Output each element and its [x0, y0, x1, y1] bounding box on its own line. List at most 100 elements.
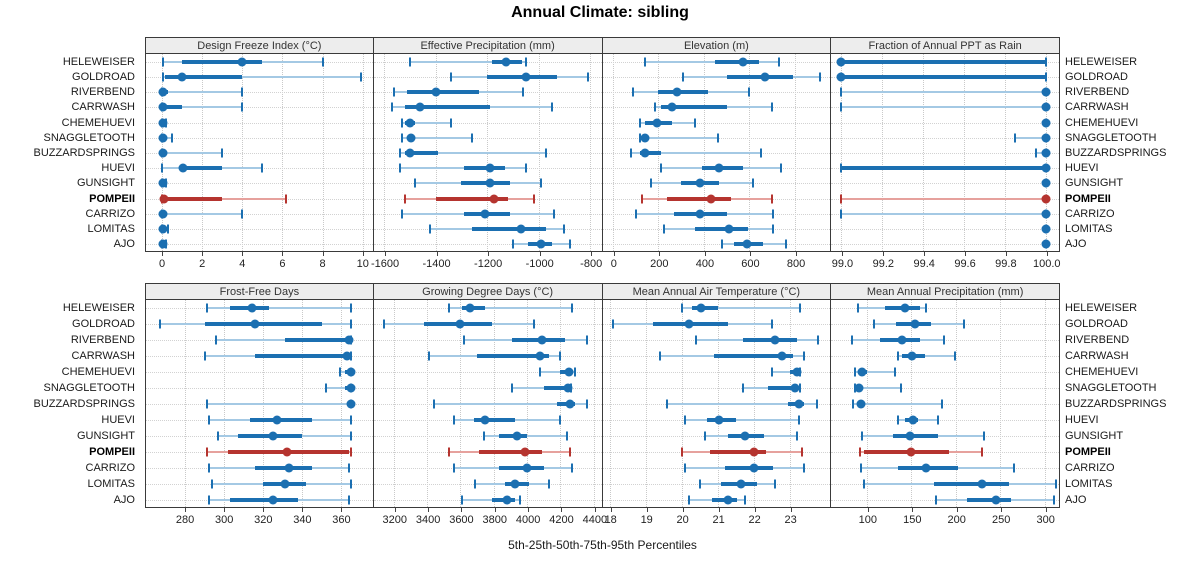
site-label-riverbend: RIVERBEND — [1065, 334, 1130, 346]
whisker-cap — [162, 72, 165, 82]
site-label-pompeii: POMPEII — [89, 446, 135, 458]
gridline-horizontal — [146, 229, 373, 231]
median-dot — [749, 447, 759, 457]
median-dot — [501, 57, 511, 67]
site-label-ajo: AJO — [113, 238, 135, 251]
whisker-cap — [863, 479, 866, 489]
site-label-snaggletooth: SNAGGLETOOTH — [43, 382, 135, 394]
whisker-cap — [324, 383, 327, 393]
x-tick-mark — [341, 508, 343, 512]
median-dot — [563, 383, 573, 393]
box-25-75 — [658, 90, 709, 95]
median-dot — [991, 495, 1001, 505]
median-dot — [537, 335, 547, 345]
median-dot — [1041, 148, 1051, 158]
site-label-column-right: HELEWEISER GOLDROAD RIVERBEND CARRWASH CHEME… — [1061, 283, 1200, 508]
site-label-lomitas: LOMITAS — [87, 478, 135, 490]
median-dot — [1041, 102, 1051, 112]
median-dot — [742, 239, 752, 249]
gridline-vertical — [923, 54, 925, 251]
whisker-5-95 — [855, 387, 902, 389]
x-tick-mark — [796, 252, 798, 256]
x-tick-mark — [956, 508, 958, 512]
whisker-cap — [743, 495, 746, 505]
site-label-heleweiser: HELEWEISER — [62, 55, 135, 68]
median-dot — [158, 133, 168, 143]
x-tick-label: 99.2 — [872, 258, 895, 270]
whisker-cap — [167, 224, 170, 234]
whisker-cap — [634, 209, 637, 219]
box-25-75 — [864, 450, 949, 454]
panel-plot-area — [373, 54, 603, 252]
panel-x-axis: -1600 -1400 -1200 -1000 -800 — [371, 252, 603, 274]
whisker-cap — [408, 57, 411, 67]
site-label-carrizo: CARRIZO — [1065, 207, 1115, 220]
gridline-horizontal — [373, 388, 602, 389]
x-tick-mark — [185, 508, 187, 512]
whisker-cap — [559, 415, 562, 425]
whisker-5-95 — [1035, 152, 1046, 154]
x-tick-mark — [494, 508, 496, 512]
whisker-cap — [695, 335, 698, 345]
x-tick-mark — [224, 508, 226, 512]
median-dot — [510, 479, 520, 489]
whisker-cap — [896, 415, 899, 425]
median-dot — [770, 335, 780, 345]
whisker-cap — [161, 163, 164, 173]
site-label-carrizo: CARRIZO — [1065, 462, 1115, 474]
whisker-cap — [1034, 148, 1037, 158]
whisker-cap — [936, 415, 939, 425]
gridline-vertical — [282, 54, 284, 251]
whisker-5-95 — [399, 152, 547, 154]
x-tick-mark — [591, 252, 593, 256]
box-25-75 — [715, 59, 759, 64]
whisker-cap — [770, 367, 773, 377]
whisker-cap — [532, 319, 535, 329]
gridline-vertical — [393, 300, 395, 507]
box-25-75 — [163, 196, 223, 201]
box-25-75 — [742, 338, 797, 342]
median-dot — [489, 194, 499, 204]
x-tick-label: 100 — [858, 514, 877, 526]
site-label-carrizo: CARRIZO — [85, 207, 136, 220]
x-tick-mark — [718, 508, 720, 512]
x-tick-mark — [528, 508, 530, 512]
median-dot — [790, 383, 800, 393]
median-dot — [667, 102, 677, 112]
median-dot — [1041, 133, 1051, 143]
whisker-cap — [432, 399, 435, 409]
box-25-75 — [724, 466, 774, 470]
whisker-5-95 — [433, 403, 588, 405]
box-25-75 — [471, 227, 547, 232]
median-dot — [158, 239, 168, 249]
whisker-cap — [861, 431, 864, 441]
x-tick-mark — [965, 252, 967, 256]
whisker-cap — [350, 431, 353, 441]
whisker-cap — [470, 133, 473, 143]
x-tick-mark — [322, 252, 324, 256]
x-tick-mark — [561, 508, 563, 512]
whisker-5-95 — [685, 419, 799, 421]
whisker-cap — [896, 351, 899, 361]
whisker-5-95 — [163, 75, 361, 78]
whisker-cap — [348, 463, 351, 473]
x-tick-label: 18 — [604, 514, 617, 526]
whisker-cap — [981, 447, 984, 457]
x-tick-mark — [202, 252, 204, 256]
gridline-horizontal — [831, 388, 1059, 389]
x-tick-label: 0 — [610, 258, 617, 270]
x-tick-label: 800 — [786, 258, 806, 270]
panel-plot-area — [373, 300, 603, 508]
site-label-snaggletooth: SNAGGLETOOTH — [43, 131, 135, 144]
box-25-75 — [498, 466, 544, 470]
x-tick-mark — [162, 252, 164, 256]
whisker-cap — [953, 351, 956, 361]
site-label-huevi: HUEVI — [101, 162, 135, 175]
whisker-cap — [780, 163, 783, 173]
x-tick-mark — [1046, 252, 1048, 256]
whisker-cap — [653, 102, 656, 112]
whisker-cap — [524, 163, 527, 173]
x-tick-mark — [436, 252, 438, 256]
site-label-carrwash: CARRWASH — [71, 350, 135, 362]
gridline-vertical — [242, 54, 244, 251]
